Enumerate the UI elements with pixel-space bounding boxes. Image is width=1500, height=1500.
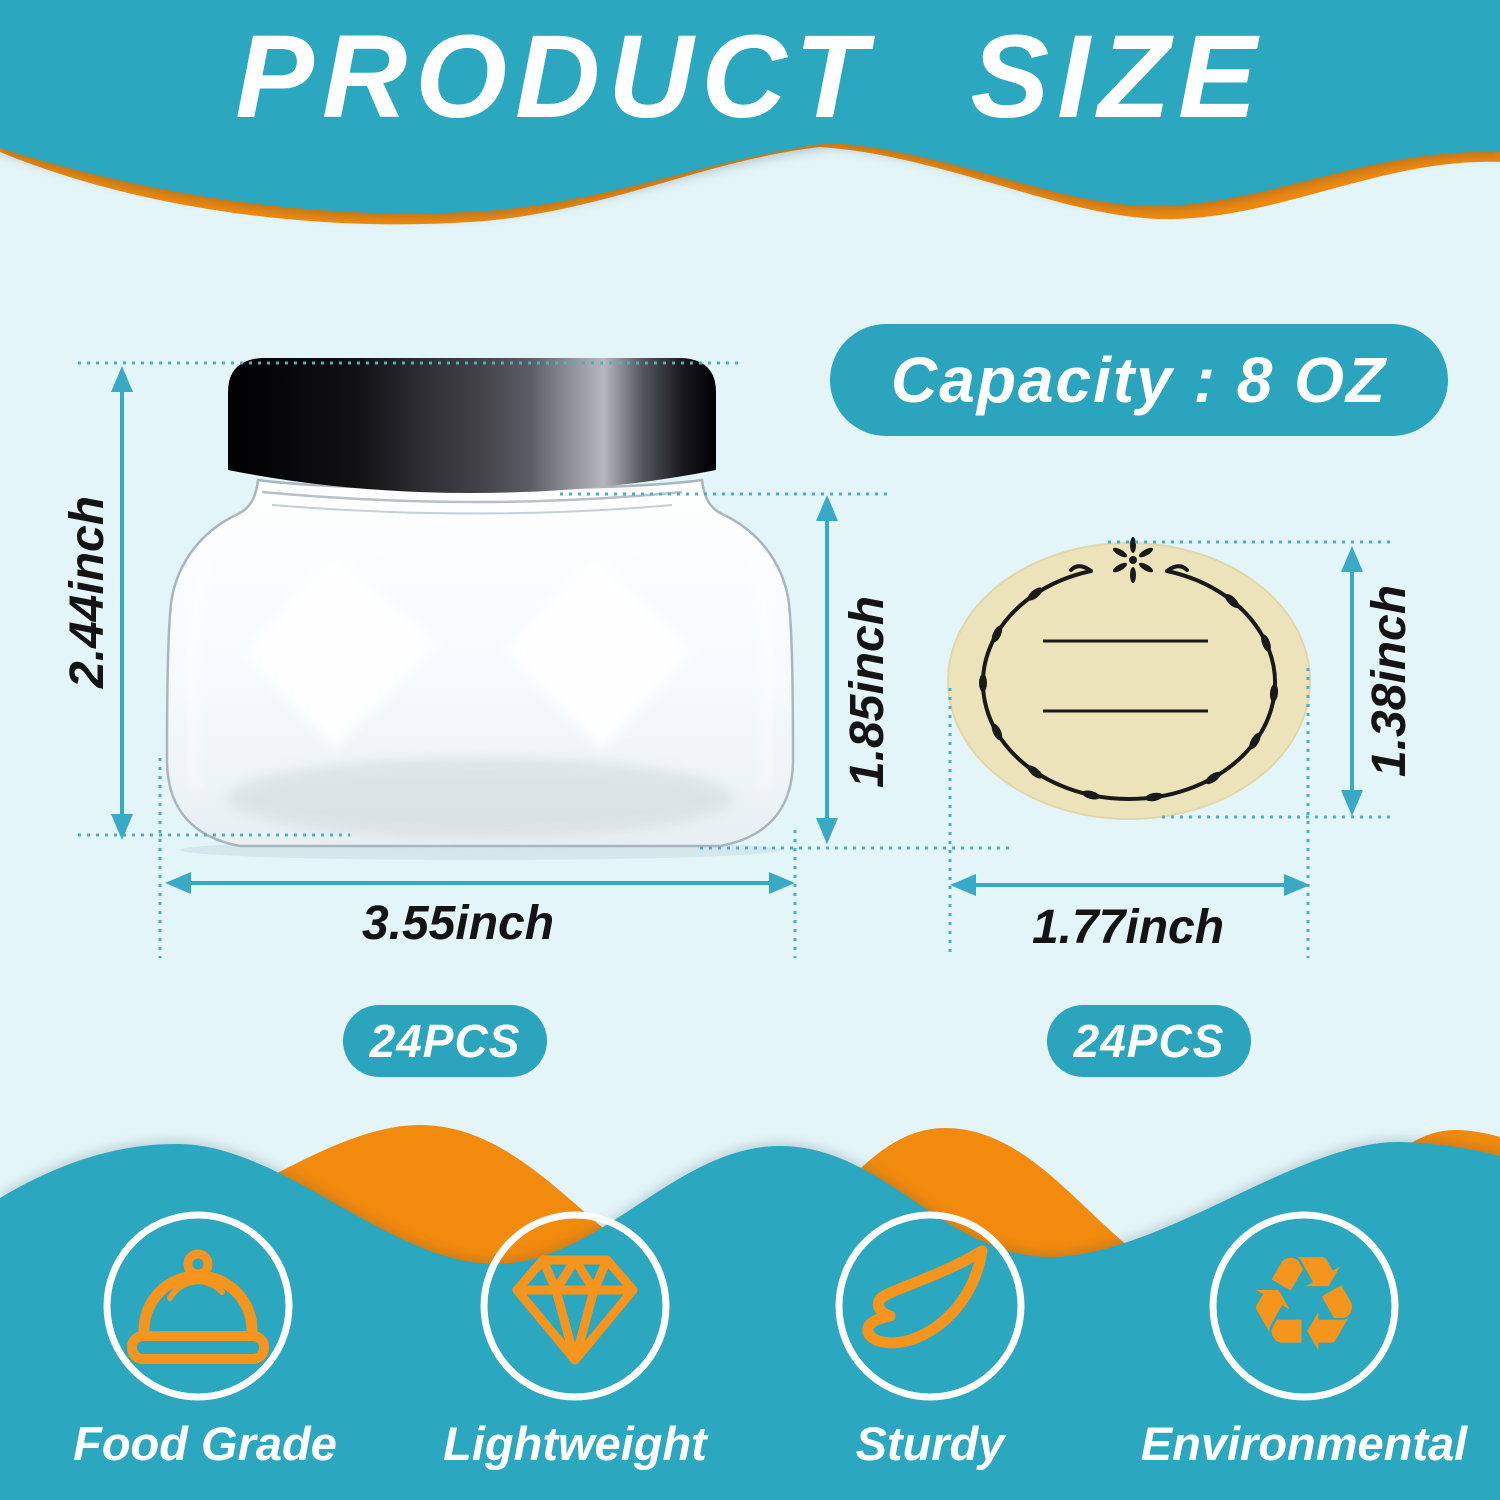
jar-neck-thread — [271, 504, 673, 515]
sticker-width-label: 1.77inch — [1031, 901, 1225, 954]
feature-circle — [103, 1211, 293, 1401]
sticker-vine — [981, 569, 1277, 802]
label-sticker — [947, 537, 1311, 820]
feature-environmental: ♻ — [1209, 1211, 1399, 1401]
feature-lightweight — [480, 1211, 670, 1401]
page-title: PRODUCT SIZE — [235, 11, 1265, 143]
feature-sturdy — [835, 1211, 1025, 1401]
feature-circle — [1209, 1211, 1399, 1401]
glass-edge-highlight — [187, 559, 209, 789]
jar-width-label: 3.55inch — [361, 897, 555, 950]
glass-edge-highlight — [751, 559, 773, 789]
jar-total-height-label: 2.44inch — [61, 495, 114, 689]
jar-bottom-shade — [228, 758, 732, 838]
jar-count-badge: 24PCS — [343, 1005, 547, 1077]
feature-label-lightweight: Lightweight — [443, 1417, 707, 1470]
capacity-badge: Capacity : 8 OZ — [830, 324, 1448, 436]
jar-body-height-arrow — [816, 495, 838, 844]
leader-lines — [78, 361, 1392, 958]
feature-label-environmental: Environmental — [1140, 1417, 1468, 1470]
sticker-count-label: 24PCS — [1073, 1015, 1225, 1067]
jar-highlight-right — [506, 558, 692, 750]
sticker-count-badge: 24PCS — [1047, 1005, 1251, 1077]
vine-curl — [1069, 564, 1093, 573]
flower-icon — [1112, 537, 1154, 583]
leaf-icon — [862, 1245, 988, 1349]
jar-neck-thread — [261, 490, 683, 504]
vine-leaves — [979, 587, 1279, 802]
jar-body — [165, 478, 795, 848]
jar-body-height-label: 1.85inch — [841, 595, 894, 789]
jar-highlight-left — [246, 556, 436, 748]
jar-height-arrow — [111, 366, 133, 840]
sticker-width-arrow — [950, 874, 1310, 896]
sticker-height-label: 1.38inch — [1363, 584, 1416, 778]
sticker-oval — [947, 542, 1311, 820]
feature-circle — [835, 1211, 1025, 1401]
jar-width-arrow — [165, 872, 795, 894]
sticker-height-arrow — [1341, 546, 1363, 816]
feature-food-grade — [103, 1211, 293, 1401]
feature-label-food-grade: Food Grade — [73, 1417, 337, 1470]
jar-count-label: 24PCS — [369, 1015, 521, 1067]
jar-shadow — [180, 840, 780, 860]
jar-lid — [228, 358, 716, 493]
vine-curl — [1165, 564, 1189, 573]
recycle-icon: ♻ — [1245, 1228, 1363, 1382]
feature-circle — [480, 1211, 670, 1401]
cloche-icon — [127, 1249, 269, 1364]
jar-photo — [165, 358, 795, 860]
dimension-arrows — [111, 366, 1363, 896]
capacity-label: Capacity : 8 OZ — [891, 344, 1387, 416]
diamond-icon — [512, 1255, 638, 1365]
feature-label-sturdy: Sturdy — [855, 1417, 1005, 1470]
